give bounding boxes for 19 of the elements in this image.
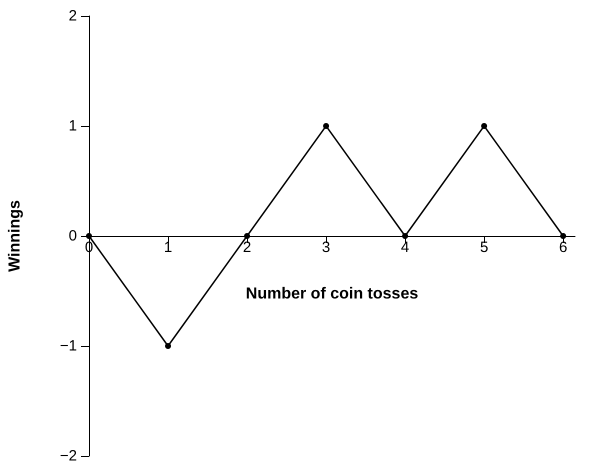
x-tick-label: 2 [242, 239, 252, 256]
x-tick-label: 3 [322, 239, 330, 256]
y-tick-label: 0 [68, 228, 77, 244]
y-tick-label: 2 [68, 8, 77, 24]
x-axis-title: Number of coin tosses [246, 286, 418, 302]
y-tick-label: −1 [60, 338, 77, 354]
point [481, 123, 488, 129]
point [323, 123, 330, 129]
point [244, 233, 250, 239]
point [86, 233, 92, 239]
y-axis-title: Winnings [6, 200, 24, 272]
y-tick-label: −2 [60, 448, 77, 464]
point [560, 233, 566, 239]
x-tick-label: 5 [480, 239, 488, 256]
x-tick-label: 6 [558, 239, 568, 256]
y-tick-label: 1 [68, 118, 77, 134]
x-tick-label: 4 [400, 239, 410, 256]
point [402, 233, 408, 239]
point [165, 343, 172, 349]
